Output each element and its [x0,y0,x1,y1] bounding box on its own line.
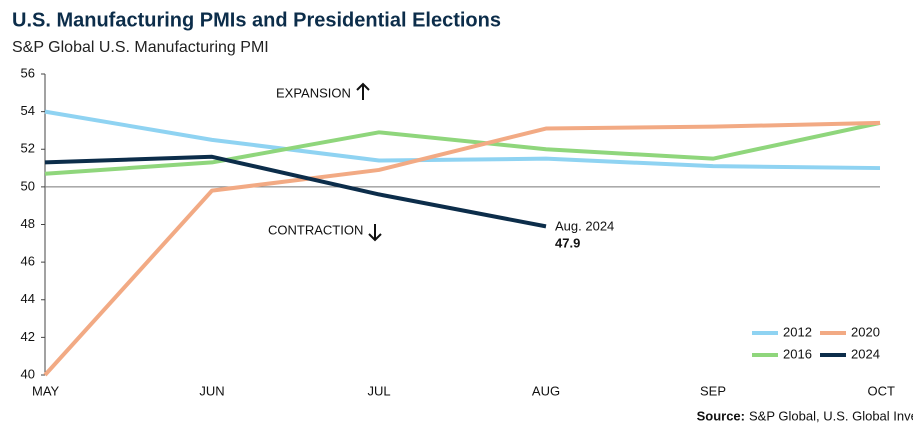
source-label: Source: [697,408,745,423]
legend-label: 2020 [851,324,880,339]
series-line [44,154,547,229]
arrow-down [368,224,382,242]
y-tick-label: 54 [21,103,35,118]
series-line [44,109,881,171]
annotation: EXPANSION [276,85,351,100]
y-tick-label: 40 [21,366,35,381]
x-tick-label: AUG [532,383,560,398]
y-tick-label: 44 [21,291,35,306]
legend-label: 2016 [783,346,812,361]
annotation: CONTRACTION [268,222,363,237]
annotation: Aug. 2024 [555,218,614,233]
x-tick-label: JUL [367,383,390,398]
x-tick-label: JUN [199,383,224,398]
x-tick-label: SEP [700,383,726,398]
x-tick-label: MAY [32,383,60,398]
y-tick-label: 50 [21,178,35,193]
x-tick-label: OCT [868,383,896,398]
chart-subtitle: S&P Global U.S. Manufacturing PMI [12,39,269,56]
y-tick-label: 56 [21,65,35,80]
y-tick-label: 42 [21,329,35,344]
legend-label: 2024 [851,346,880,361]
legend-label: 2012 [783,324,812,339]
arrow-up [356,82,370,100]
data-label: 47.9 [555,235,580,250]
series-line [43,120,881,377]
source: S&P Global, U.S. Global Investors [749,408,913,423]
y-tick-label: 48 [21,216,35,231]
y-tick-label: 52 [21,141,35,156]
series-line [44,120,881,176]
chart-title: U.S. Manufacturing PMIs and Presidential… [12,9,501,31]
y-tick-label: 46 [21,254,35,269]
